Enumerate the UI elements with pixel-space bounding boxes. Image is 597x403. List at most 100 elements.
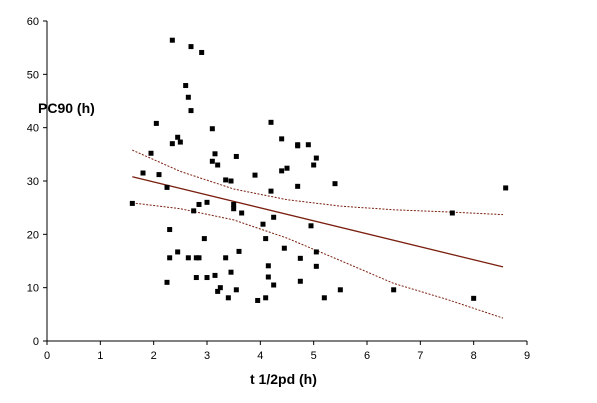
x-tick-label: 1 bbox=[97, 350, 103, 362]
data-point bbox=[239, 210, 245, 216]
data-point bbox=[196, 255, 202, 261]
y-tick-label: 60 bbox=[27, 16, 39, 28]
data-point bbox=[169, 37, 175, 43]
data-point bbox=[265, 274, 271, 280]
data-point bbox=[204, 199, 210, 205]
y-tick-label: 0 bbox=[33, 336, 39, 348]
data-point bbox=[188, 44, 194, 50]
data-point bbox=[263, 236, 269, 242]
data-point bbox=[193, 275, 199, 281]
data-point bbox=[471, 295, 477, 301]
y-axis-title: PC90 (h) bbox=[38, 100, 95, 116]
x-tick-label: 5 bbox=[311, 350, 317, 362]
data-points bbox=[129, 37, 509, 303]
data-point bbox=[209, 158, 215, 164]
data-point bbox=[164, 279, 170, 285]
x-tick-label: 9 bbox=[524, 350, 530, 362]
data-point bbox=[215, 162, 221, 168]
data-point bbox=[148, 150, 154, 156]
data-point bbox=[209, 126, 215, 132]
regression-line bbox=[132, 176, 504, 268]
data-point bbox=[337, 287, 343, 293]
data-point bbox=[183, 83, 189, 89]
data-point bbox=[313, 155, 319, 161]
data-point bbox=[391, 287, 397, 293]
data-point bbox=[279, 136, 285, 142]
data-point bbox=[311, 162, 317, 168]
data-point bbox=[153, 120, 159, 126]
data-point bbox=[281, 245, 287, 251]
data-point bbox=[271, 282, 277, 288]
data-point bbox=[449, 210, 455, 216]
x-tick-label: 4 bbox=[257, 350, 263, 362]
x-axis-title: t 1/2pd (h) bbox=[250, 371, 317, 387]
data-point bbox=[177, 139, 183, 145]
y-tick-label: 20 bbox=[27, 229, 39, 241]
data-point bbox=[313, 249, 319, 255]
data-point bbox=[268, 119, 274, 125]
data-point bbox=[252, 172, 258, 178]
data-point bbox=[196, 201, 202, 207]
data-point bbox=[295, 183, 301, 189]
data-point bbox=[191, 208, 197, 214]
data-point bbox=[175, 134, 181, 140]
data-point bbox=[223, 177, 229, 183]
data-point bbox=[228, 178, 234, 184]
y-tick-label: 40 bbox=[27, 123, 39, 135]
data-point bbox=[260, 221, 266, 227]
data-point bbox=[185, 255, 191, 261]
data-point bbox=[129, 200, 135, 206]
data-point bbox=[308, 223, 314, 229]
data-point bbox=[167, 227, 173, 233]
y-tick-labels: 0 10 20 30 40 50 60 bbox=[27, 16, 39, 348]
data-point bbox=[228, 269, 234, 275]
x-tick-label: 7 bbox=[417, 350, 423, 362]
confidence-lower-line bbox=[132, 202, 504, 319]
data-point bbox=[233, 153, 239, 159]
data-point bbox=[225, 295, 231, 301]
data-point bbox=[236, 248, 242, 254]
x-tick-label: 3 bbox=[204, 350, 210, 362]
data-point bbox=[279, 168, 285, 174]
data-point bbox=[271, 214, 277, 220]
data-point bbox=[321, 295, 327, 301]
data-point bbox=[265, 263, 271, 269]
data-point bbox=[231, 201, 237, 207]
x-tick-label: 0 bbox=[44, 350, 50, 362]
data-point bbox=[313, 263, 319, 269]
data-point bbox=[233, 287, 239, 293]
data-point bbox=[503, 185, 509, 191]
data-point bbox=[188, 108, 194, 114]
data-point bbox=[204, 275, 210, 281]
data-point bbox=[212, 151, 218, 157]
data-point bbox=[223, 255, 229, 261]
data-point bbox=[201, 236, 207, 242]
data-point bbox=[255, 297, 261, 303]
confidence-upper-line bbox=[132, 149, 504, 216]
data-point bbox=[156, 172, 162, 178]
x-tick-labels: 0 1 2 3 4 5 6 7 8 9 bbox=[44, 350, 530, 362]
data-point bbox=[332, 181, 338, 187]
x-tick-label: 2 bbox=[151, 350, 157, 362]
data-point bbox=[284, 165, 290, 171]
data-point bbox=[193, 255, 199, 261]
data-point bbox=[185, 94, 191, 100]
data-point bbox=[140, 170, 146, 176]
data-point bbox=[263, 295, 269, 301]
data-point bbox=[212, 272, 218, 278]
data-point bbox=[297, 278, 303, 284]
data-point bbox=[231, 206, 237, 212]
data-point bbox=[305, 142, 311, 148]
y-tick-label: 10 bbox=[27, 283, 39, 295]
data-point bbox=[295, 143, 301, 149]
data-point bbox=[268, 188, 274, 194]
data-point bbox=[164, 184, 170, 190]
x-tick-label: 8 bbox=[471, 350, 477, 362]
data-point bbox=[215, 288, 221, 294]
fit-lines bbox=[132, 149, 504, 319]
data-point bbox=[199, 49, 205, 55]
y-tick-label: 50 bbox=[27, 69, 39, 81]
x-tick-label: 6 bbox=[364, 350, 370, 362]
data-point bbox=[217, 285, 223, 291]
